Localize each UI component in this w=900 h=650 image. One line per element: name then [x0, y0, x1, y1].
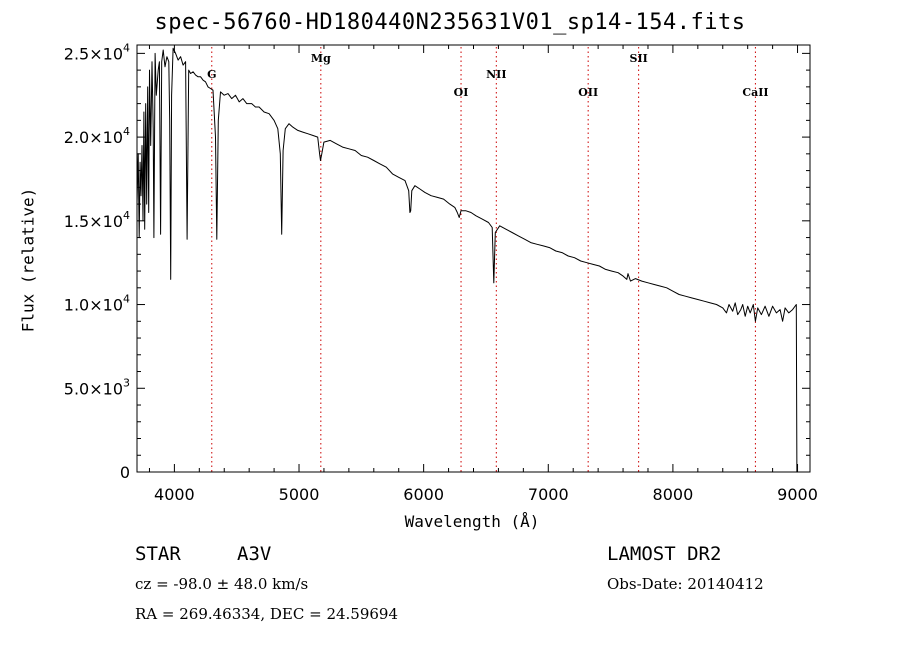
y-tick-exponent: 3 [123, 376, 130, 389]
x-tick-label: 9000 [777, 485, 818, 504]
spectral-line-label: OII [578, 86, 598, 99]
y-tick-label: 0 [120, 463, 130, 482]
spectral-line-label: SII [630, 52, 648, 65]
spectral-line-label: CaII [742, 86, 768, 99]
y-tick-exponent: 4 [123, 125, 130, 138]
y-tick-label: 2.0×104 [64, 125, 130, 147]
spectral-line-label: OI [454, 86, 469, 99]
y-tick-label: 2.5×104 [64, 41, 130, 63]
spectral-line-label: G [207, 68, 216, 81]
x-tick-label: 8000 [653, 485, 694, 504]
y-tick-base: 1.0×10 [64, 296, 123, 315]
y-axis-label: Flux (relative) [18, 187, 38, 333]
coordinates-info: RA = 269.46334, DEC = 24.59694 [135, 605, 399, 623]
y-tick-base: 0 [120, 463, 130, 482]
y-tick-base: 5.0×10 [64, 379, 123, 398]
y-tick-exponent: 4 [123, 41, 130, 54]
obs-date: Obs-Date: 20140412 [607, 575, 764, 593]
spectral-subclass: A3V [237, 543, 272, 565]
spectral-line-label: NII [486, 68, 506, 81]
y-tick-base: 2.5×10 [64, 44, 123, 63]
x-tick-label: 5000 [279, 485, 320, 504]
plot-area: G Mg OI NII OII SII CaII 4000 5000 6000 7000 8000 90… [64, 41, 818, 504]
spectrum-line [136, 47, 798, 473]
y-tick-exponent: 4 [123, 293, 130, 306]
survey-name: LAMOST DR2 [607, 543, 722, 565]
y-tick-base: 1.5×10 [64, 212, 123, 231]
y-tick-exponent: 4 [123, 209, 130, 222]
x-tick-label: 6000 [403, 485, 444, 504]
plot-frame [136, 44, 811, 473]
redshift-info: cz = -98.0 ± 48.0 km/s [135, 575, 309, 593]
x-tick-label: 4000 [154, 485, 195, 504]
object-type: STAR [135, 543, 181, 565]
y-tick-label: 5.0×103 [64, 376, 130, 398]
y-tick-base: 2.0×10 [64, 128, 123, 147]
x-tick-label: 7000 [528, 485, 569, 504]
x-axis-label: Wavelength (Å) [404, 512, 540, 531]
chart-title: spec-56760-HD180440N235631V01_sp14-154.f… [154, 10, 746, 35]
y-tick-label: 1.5×104 [64, 209, 130, 231]
spectral-line-label: Mg [311, 52, 331, 65]
y-tick-label: 1.0×104 [64, 293, 130, 315]
